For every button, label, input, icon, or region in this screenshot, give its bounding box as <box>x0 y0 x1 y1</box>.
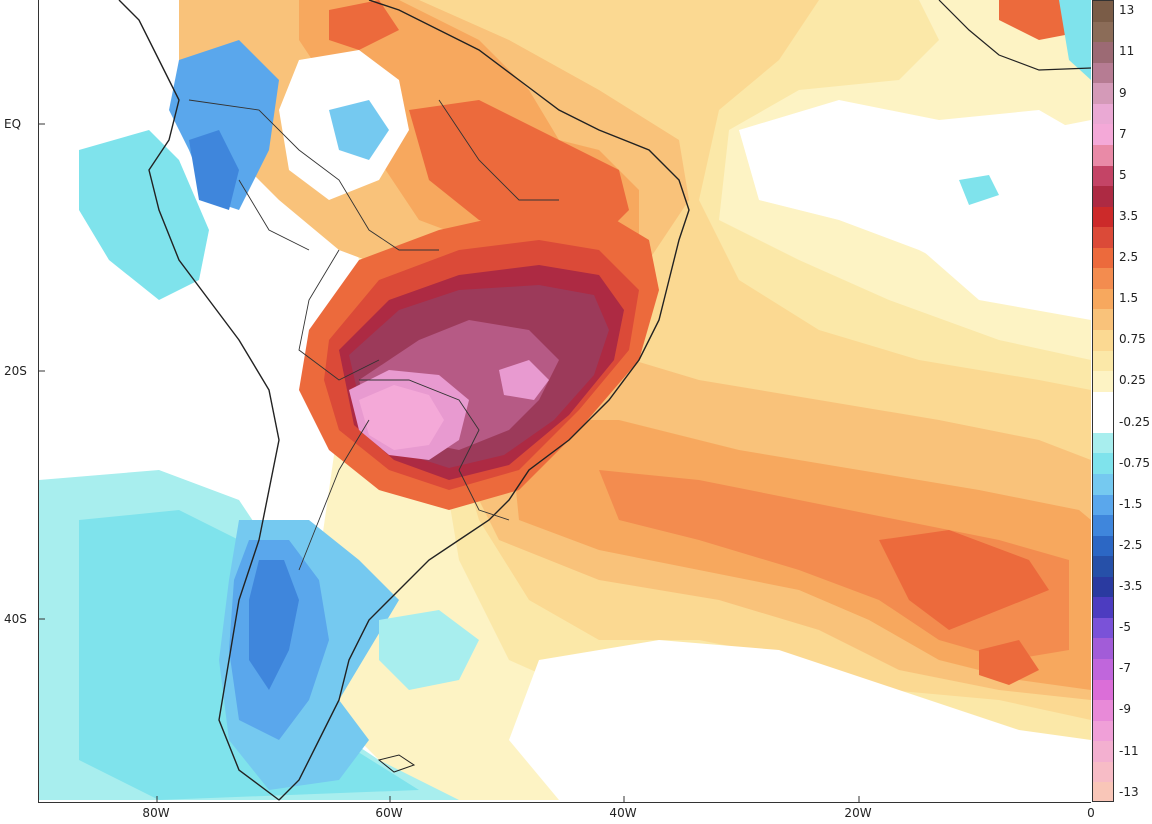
colorbar-segment <box>1093 700 1113 722</box>
colorbar-label: -3.5 <box>1119 579 1143 594</box>
colorbar-segment <box>1093 288 1113 310</box>
colorbar-segment <box>1093 165 1113 187</box>
colorbar-label: -13 <box>1119 784 1139 799</box>
colorbar-segment <box>1093 371 1113 393</box>
colorbar-label: -11 <box>1119 743 1139 758</box>
x-axis-label-80w: 80W <box>142 806 170 820</box>
colorbar-segment <box>1093 782 1113 801</box>
colorbar-segment <box>1093 638 1113 660</box>
colorbar-segment <box>1093 42 1113 64</box>
colorbar-segment <box>1093 1 1113 23</box>
colorbar-label: 5 <box>1119 167 1127 182</box>
falklands <box>377 754 416 773</box>
colorbar-segment <box>1093 83 1113 105</box>
y-axis-label-20s: 20S <box>4 364 27 378</box>
anomaly-map <box>39 0 1091 802</box>
colorbar-segment <box>1093 741 1113 763</box>
colorbar-segment <box>1093 247 1113 269</box>
colorbar-label: -7 <box>1119 661 1131 676</box>
colorbar-label: -9 <box>1119 702 1131 717</box>
anomaly-field-pink-heat-2 <box>499 360 549 400</box>
anomaly-field-red-orange-atlantic-2 <box>979 640 1039 685</box>
colorbar-label: 2.5 <box>1119 250 1139 265</box>
colorbar-segment <box>1093 309 1113 331</box>
colorbar-segment <box>1093 473 1113 496</box>
colorbar-label: 7 <box>1119 126 1127 141</box>
y-axis-label-eq: EQ <box>4 117 22 131</box>
anomaly-field-cyan-pacific-north <box>79 130 209 300</box>
anomaly-field-white-south-atlantic <box>509 640 1091 800</box>
colorbar-label: 1.5 <box>1119 291 1139 306</box>
colorbar-segment <box>1093 617 1113 639</box>
colorbar-segment <box>1093 124 1113 146</box>
colorbar <box>1092 0 1114 802</box>
colorbar-segment <box>1093 206 1113 228</box>
anomaly-field-red-orange-north <box>409 100 629 240</box>
colorbar-segment <box>1093 679 1113 701</box>
colorbar-label: 0.25 <box>1119 373 1146 388</box>
x-axis-label-20w: 20W <box>844 806 872 820</box>
anomaly-field-midblue-patagonia <box>249 560 299 690</box>
colorbar-label: 11 <box>1119 44 1135 59</box>
colorbar-segment <box>1093 556 1113 578</box>
map-panel <box>38 0 1091 803</box>
colorbar-segment <box>1093 350 1113 372</box>
anomaly-field-white-east-atlantic <box>739 100 1091 300</box>
anomaly-field-midblue-andes <box>189 130 239 210</box>
colorbar-label: 9 <box>1119 85 1127 100</box>
colorbar-segment <box>1093 412 1113 434</box>
colorbar-segment <box>1093 515 1113 537</box>
colorbar-segment <box>1093 432 1113 454</box>
colorbar-segment <box>1093 268 1113 290</box>
colorbar-label: -5 <box>1119 620 1131 635</box>
colorbar-segment <box>1093 62 1113 84</box>
x-axis-label-60w: 60W <box>375 806 403 820</box>
colorbar-segment <box>1093 576 1113 598</box>
colorbar-segment <box>1093 186 1113 208</box>
africa-coast <box>938 0 1091 71</box>
country-borders <box>188 99 559 571</box>
colorbar-segment <box>1093 144 1113 166</box>
colorbar-segment <box>1093 597 1113 619</box>
y-axis-label-40s: 40S <box>4 612 27 626</box>
colorbar-label: 3.5 <box>1119 208 1139 223</box>
anomaly-field-light-pink-heat <box>359 385 444 450</box>
colorbar-segment <box>1093 391 1113 413</box>
colorbar-segment <box>1093 330 1113 352</box>
colorbar-label: -1.5 <box>1119 496 1143 511</box>
colorbar-label: 0.75 <box>1119 332 1146 347</box>
colorbar-segment <box>1093 103 1113 125</box>
colorbar-label: -2.5 <box>1119 537 1143 552</box>
colorbar-segment <box>1093 494 1113 516</box>
colorbar-segment <box>1093 761 1113 783</box>
anomaly-field-cyan-east <box>959 175 999 205</box>
anomaly-field-red-orange-atlantic <box>879 530 1049 630</box>
anomaly-field-cyan-northeast <box>1059 0 1091 80</box>
colorbar-segment <box>1093 535 1113 557</box>
colorbar-segment <box>1093 227 1113 249</box>
colorbar-label: -0.25 <box>1119 414 1151 429</box>
colorbar-segment <box>1093 21 1113 43</box>
graticule <box>39 123 860 802</box>
anomaly-field-cyan-southwest-atlantic <box>379 610 479 690</box>
colorbar-segment <box>1093 659 1113 681</box>
x-axis-label-0: 0 <box>1087 806 1095 820</box>
colorbar-segment <box>1093 453 1113 475</box>
anomaly-field-blue-amazon <box>329 100 389 160</box>
x-axis-label-40w: 40W <box>609 806 637 820</box>
colorbar-label: -0.75 <box>1119 455 1151 470</box>
colorbar-segment <box>1093 720 1113 742</box>
anomaly-field-red-orange-top <box>329 0 399 50</box>
colorbar-label: 13 <box>1119 3 1135 18</box>
coastline-south-america <box>118 0 690 801</box>
